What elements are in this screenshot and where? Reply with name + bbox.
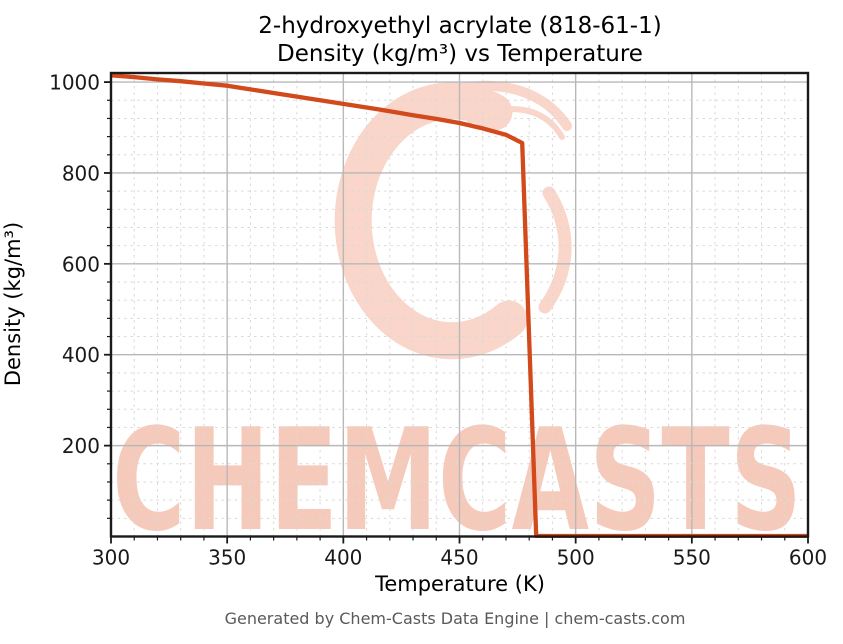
x-tick-label: 500 [557, 546, 595, 570]
x-axis-label: Temperature (K) [374, 572, 545, 596]
tick-marks-layer [104, 81, 809, 544]
logo-swoosh-inner [467, 106, 565, 140]
x-tick-label: 350 [208, 546, 246, 570]
y-axis-label: Density (kg/m³) [1, 222, 25, 386]
y-tick-label: 800 [62, 161, 100, 185]
watermark-text: CHEMCASTS [112, 399, 802, 563]
y-tick-label: 400 [62, 343, 100, 367]
x-tick-label: 550 [673, 546, 711, 570]
logo-ring-swirl [334, 82, 528, 360]
y-tick-label: 200 [62, 434, 100, 458]
logo-swoosh-outer [420, 80, 572, 131]
density-curve [111, 73, 808, 538]
logo-right-crescent [538, 186, 572, 314]
data-layer [111, 73, 808, 538]
x-tick-label: 300 [92, 546, 130, 570]
x-tick-label: 400 [324, 546, 362, 570]
grid-layer [110, 73, 809, 537]
x-tick-label: 600 [789, 546, 827, 570]
chart-title-line-1: 2-hydroxyethyl acrylate (818-61-1) [258, 13, 661, 39]
x-tick-label: 450 [440, 546, 478, 570]
watermark-layer: CHEMCASTS [112, 80, 802, 563]
y-tick-labels: 200 400 600 800 1000 [49, 71, 100, 459]
x-tick-labels: 300 350 400 450 500 550 600 [92, 546, 827, 570]
y-tick-label: 1000 [49, 71, 100, 95]
y-tick-label: 600 [62, 252, 100, 276]
chart-title-line-2: Density (kg/m³) vs Temperature [277, 41, 643, 67]
footer-attribution: Generated by Chem-Casts Data Engine | ch… [225, 609, 686, 628]
